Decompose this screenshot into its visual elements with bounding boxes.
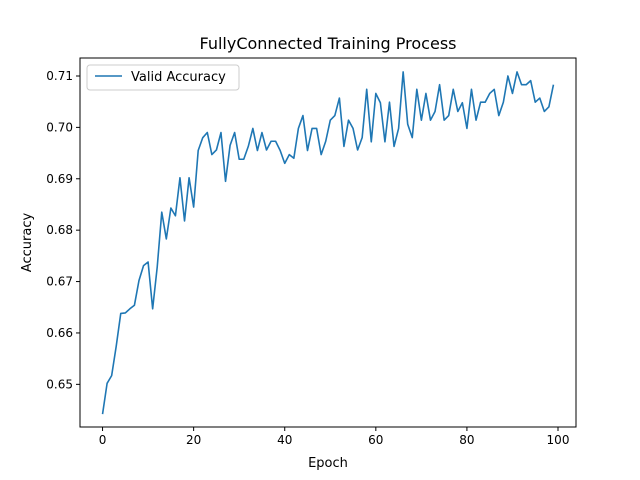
x-tick-label: 40: [277, 433, 292, 447]
x-axis-label: Epoch: [308, 456, 348, 471]
legend-box: [86, 64, 240, 91]
x-tick-label: 0: [99, 433, 107, 447]
y-tick-label: 0.69: [46, 172, 73, 186]
x-tick-label: 60: [368, 433, 383, 447]
y-tick-label: 0.71: [46, 69, 73, 83]
chart-title: FullyConnected Training Process: [200, 34, 457, 53]
x-tick-label: 20: [186, 433, 201, 447]
plot-frame: [79, 57, 577, 428]
y-tick-label: 0.67: [46, 275, 73, 289]
x-tick-label: 100: [547, 433, 570, 447]
legend: Valid Accuracy: [86, 64, 240, 91]
series-line-valid-accuracy: [101, 71, 555, 415]
y-tick-label: 0.70: [46, 120, 73, 134]
axis-ticks: 0 20 40 60 80 100 0.65 0.66 0.67 0.68 0.69 0.70 0.71: [46, 69, 569, 447]
x-tick-label: 80: [459, 433, 474, 447]
y-tick-label: 0.65: [46, 377, 73, 391]
legend-label-valid-accuracy: Valid Accuracy: [131, 70, 226, 85]
series-group: [101, 71, 555, 415]
y-tick-label: 0.68: [46, 223, 73, 237]
y-axis-label: Accuracy: [20, 213, 35, 273]
y-tick-label: 0.66: [46, 326, 73, 340]
